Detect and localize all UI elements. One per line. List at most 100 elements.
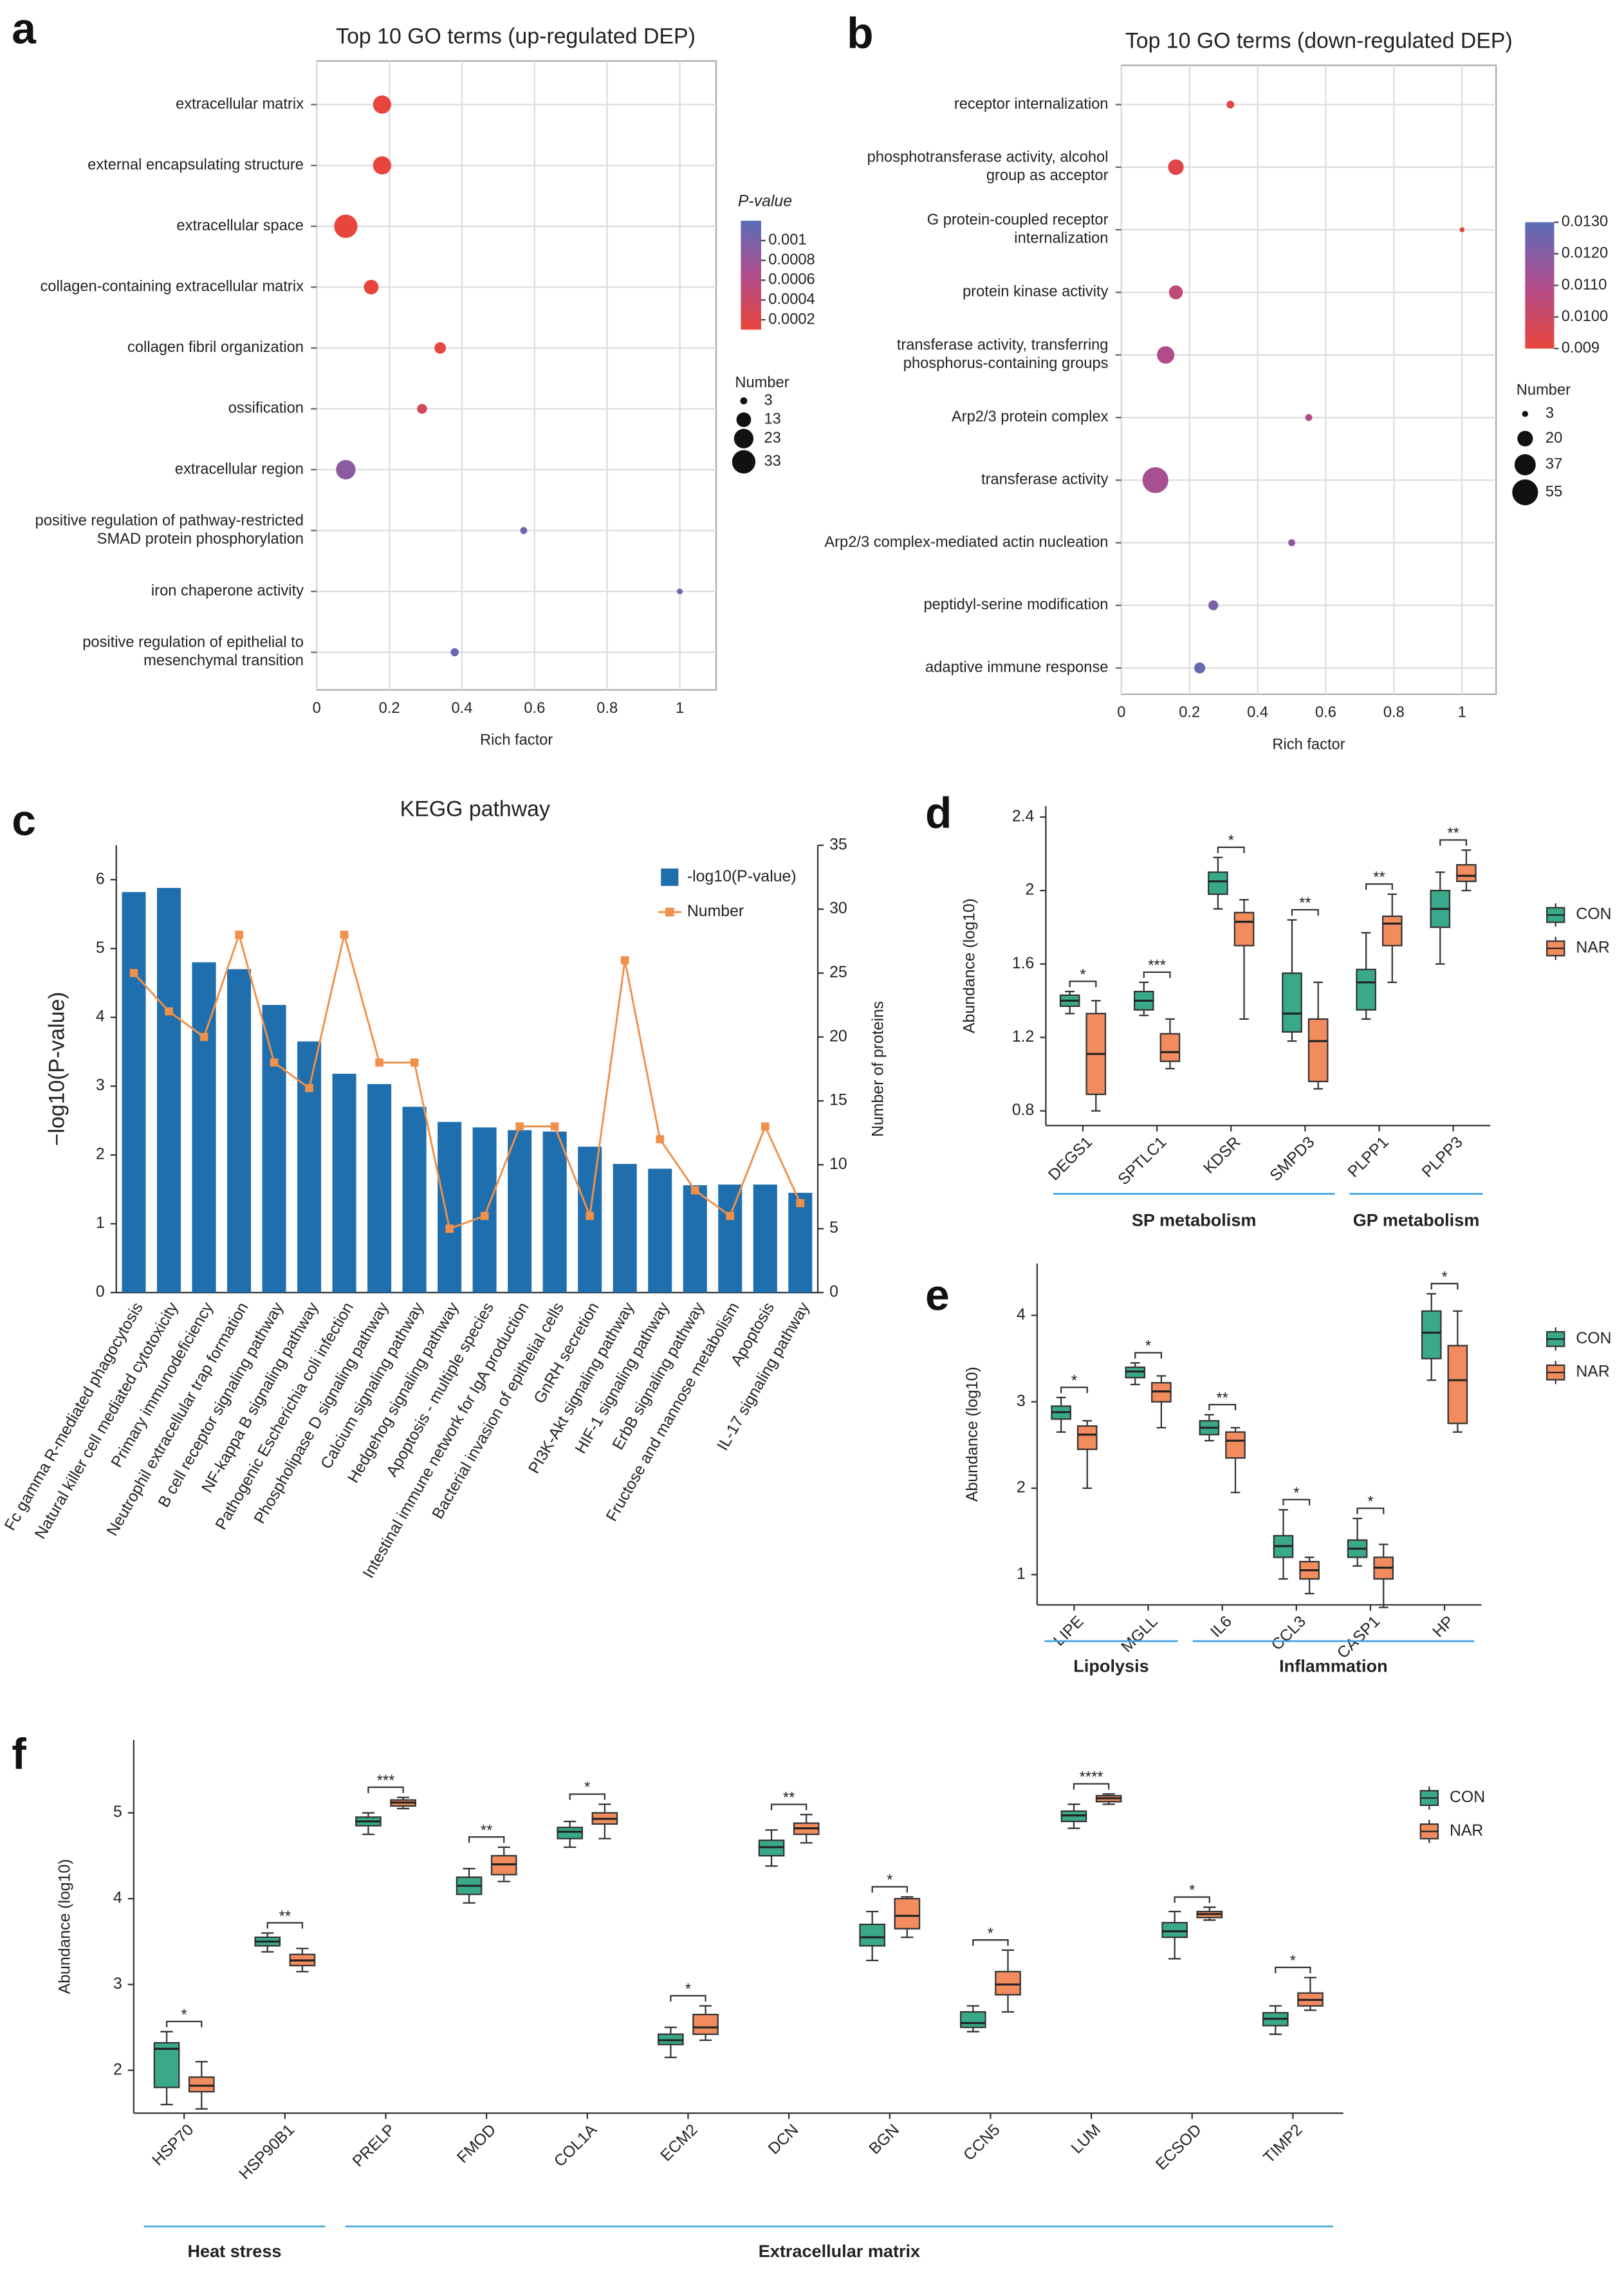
y-axis-label: −log10(P-value)	[44, 991, 69, 1146]
x-tick-label: 1	[676, 700, 684, 717]
size-legend-mark	[732, 450, 756, 474]
bubble	[1305, 414, 1313, 421]
text-line: internalization	[1014, 230, 1108, 247]
y-tick-label: 2	[1026, 881, 1035, 899]
y-tick-label: 4	[96, 1008, 105, 1026]
significance-bracket	[266, 1922, 304, 1929]
group-label: GP metabolism	[1353, 1210, 1480, 1230]
significance-label: *	[685, 1981, 691, 1998]
size-legend-title: Number	[735, 374, 789, 391]
size-legend-label: 13	[764, 411, 781, 428]
panel-letter: f	[12, 1730, 26, 1778]
y-tick-label: external encapsulating structure	[88, 156, 304, 173]
y-tick-label: G protein-coupled receptor internalizatio…	[927, 212, 1109, 246]
y-tick-label: 4	[1017, 1306, 1026, 1323]
y2-tick-label: 20	[829, 1028, 847, 1045]
y-tick-label: 2	[96, 1146, 105, 1163]
significance-bracket	[1291, 908, 1319, 916]
box	[894, 1897, 921, 1930]
significance-bracket	[569, 1793, 606, 1800]
plot-frame	[316, 60, 717, 691]
box	[153, 2042, 180, 2088]
bubble	[1226, 100, 1235, 109]
bubble	[1157, 346, 1175, 364]
legend-label: CON	[1576, 1330, 1611, 1347]
significance-bracket	[1134, 1352, 1163, 1359]
x-tick-label: SMPD3	[1267, 1134, 1318, 1185]
bubble	[1168, 159, 1184, 175]
x-tick-label: HP	[1430, 1613, 1457, 1641]
bar	[367, 1083, 392, 1293]
chart-title: Top 10 GO terms (down-regulated DEP)	[1125, 28, 1513, 53]
colorbar	[741, 221, 761, 330]
box	[995, 1971, 1021, 1996]
size-legend-title: Number	[1517, 382, 1571, 398]
colorbar-title: P-value	[738, 192, 792, 210]
y-tick-label: positive regulation of epithelial to mese…	[82, 634, 304, 669]
y-tick-label: positive regulation of pathway-restricte…	[35, 513, 304, 548]
significance-bracket	[1060, 1387, 1088, 1394]
size-legend-label: 3	[1546, 405, 1554, 422]
bar	[613, 1163, 637, 1293]
bubble	[1459, 227, 1465, 232]
size-legend-label: 23	[764, 430, 781, 447]
box	[1282, 972, 1302, 1033]
box	[1225, 1431, 1246, 1459]
panel-letter: a	[12, 5, 37, 53]
y-tick-label: transferase activity	[981, 472, 1109, 488]
y2-tick-label: 0	[829, 1284, 838, 1301]
significance-label: **	[1216, 1390, 1228, 1406]
panel-letter: b	[847, 9, 873, 57]
significance-label: **	[279, 1908, 291, 1925]
significance-label: **	[1373, 869, 1385, 886]
significance-bracket	[1439, 839, 1468, 846]
text-line: positive regulation of epithelial to	[82, 634, 304, 651]
box	[1447, 1345, 1468, 1424]
text-line: transferase activity, transferring	[897, 337, 1109, 354]
x-tick-label: HSP90B1	[236, 2121, 298, 2183]
significance-bracket	[871, 1886, 908, 1893]
y-tick-label: receptor internalization	[954, 96, 1109, 113]
y-tick-label: 2	[1017, 1479, 1026, 1497]
significance-bracket	[670, 1995, 706, 2002]
box	[557, 1827, 584, 1839]
x-tick-label: ECM2	[658, 2121, 701, 2165]
box	[1159, 1033, 1181, 1062]
y-tick-label: ossification	[228, 400, 304, 417]
bubble	[373, 95, 391, 114]
line-marker	[761, 1122, 770, 1131]
x-tick-label: PLPP3	[1419, 1134, 1466, 1181]
significance-label: *	[181, 2007, 187, 2023]
y-tick-label: extracellular region	[175, 461, 304, 477]
significance-label: *	[1080, 967, 1085, 984]
y-tick-label: extracellular space	[176, 217, 303, 234]
line-marker	[340, 930, 349, 939]
x-tick-label: LUM	[1068, 2121, 1104, 2157]
x-tick-label: DCN	[765, 2121, 802, 2158]
x-tick-label: COL1A	[551, 2121, 600, 2170]
x-tick-label: 0.2	[379, 700, 400, 717]
x-tick-label: 1	[1458, 705, 1466, 721]
bubble	[373, 156, 391, 175]
x-tick-label: 0.2	[1179, 705, 1200, 721]
significance-bracket	[165, 2020, 203, 2027]
x-axis-label: Rich factor	[1272, 736, 1345, 753]
y-tick-label: Arp2/3 complex-mediated actin nucleation	[824, 534, 1108, 551]
y-tick-label: 3	[113, 1975, 122, 1993]
legend-label: CON	[1450, 1789, 1485, 1806]
bar	[262, 1004, 286, 1293]
bar	[156, 888, 181, 1293]
y2-tick-label: 35	[829, 836, 847, 853]
significance-bracket	[468, 1836, 505, 1843]
chart-title: KEGG pathway	[400, 797, 550, 822]
text-line: phosphotransferase activity, alcohol	[867, 149, 1109, 166]
y2-tick-label: 10	[829, 1156, 847, 1173]
size-legend-mark	[1517, 430, 1533, 447]
size-legend-mark	[734, 429, 754, 448]
colorbar-tick-label: 0.0100	[1562, 308, 1608, 325]
box	[859, 1923, 885, 1947]
bar	[227, 969, 252, 1293]
line-marker	[796, 1199, 805, 1208]
significance-bracket	[1430, 1282, 1459, 1290]
